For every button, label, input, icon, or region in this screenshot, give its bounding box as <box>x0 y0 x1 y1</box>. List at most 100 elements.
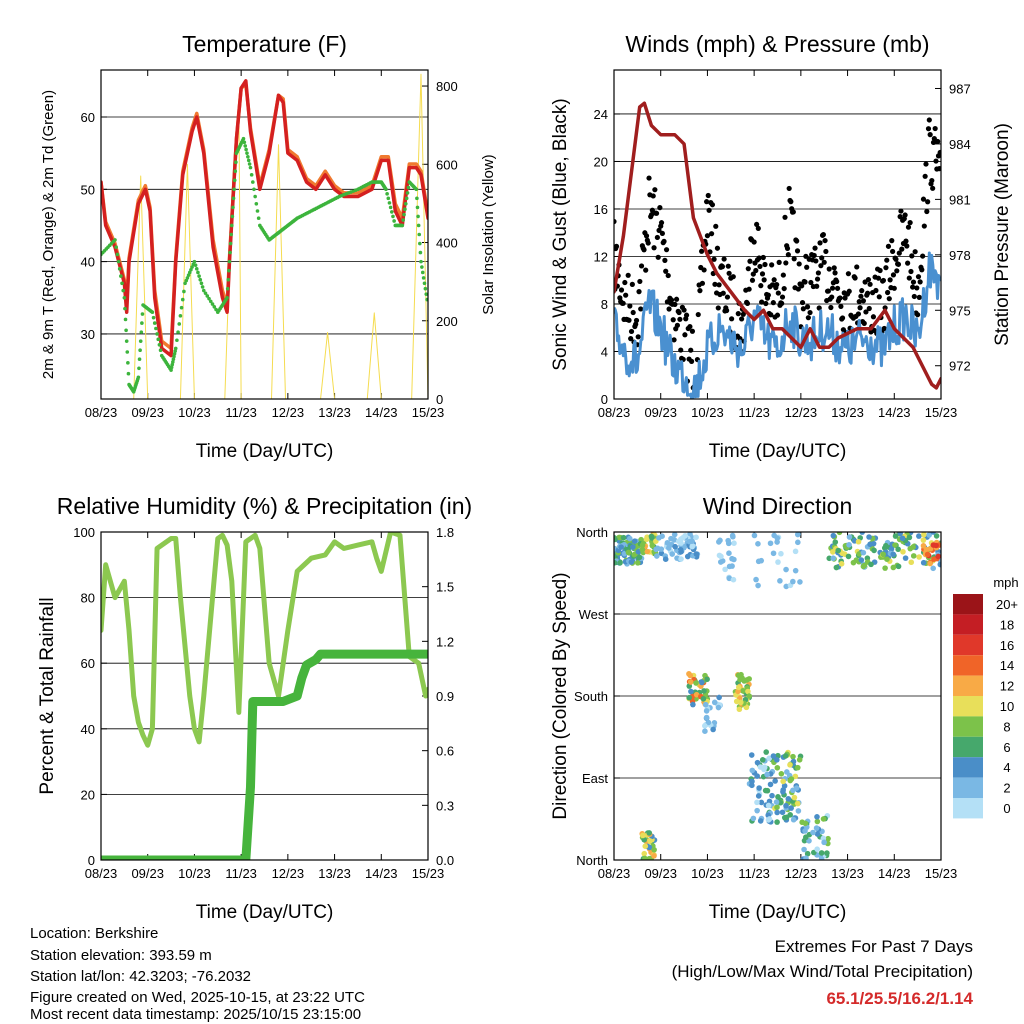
direction-point <box>920 559 927 566</box>
direction-point <box>906 534 913 541</box>
plot-frame <box>100 531 429 861</box>
direction-point <box>788 776 795 782</box>
series-gust-point <box>774 282 780 288</box>
series-2m-td-point <box>403 207 407 211</box>
y-tick-label: South <box>574 689 608 704</box>
series-gust-point <box>712 281 718 287</box>
series-gust-point <box>630 309 636 316</box>
series-gust-point <box>625 272 631 278</box>
direction-cluster <box>770 749 804 825</box>
legend-swatch <box>953 757 983 778</box>
series-2m-td-point <box>232 178 237 183</box>
series-gust-point <box>614 218 617 225</box>
series-2m-td-point <box>421 276 426 280</box>
series-gust-point <box>927 132 933 138</box>
direction-point <box>642 855 648 860</box>
series-2m-td-point <box>120 281 124 286</box>
series-gust-point <box>907 220 913 226</box>
series-2m-td-point <box>117 267 122 271</box>
series-gust-point <box>751 239 757 245</box>
direction-point <box>631 538 638 544</box>
direction-point <box>820 816 827 822</box>
direction-point <box>614 559 618 566</box>
series-gust-point <box>654 234 660 241</box>
chart-panel-4: Wind Direction Time (Day/UTC) Direction (C… <box>550 493 1019 923</box>
direction-point <box>783 802 789 809</box>
series-gust-point <box>744 300 751 307</box>
direction-point <box>634 560 641 566</box>
direction-point <box>868 561 874 568</box>
y-axis-label: Direction (Colored By Speed) <box>550 572 571 819</box>
series-gust-point <box>794 248 801 254</box>
direction-point <box>779 809 786 816</box>
series-2m-td-point <box>384 187 388 192</box>
series-gust-point <box>911 293 917 300</box>
series-gust-point <box>620 300 626 306</box>
series-gust-point <box>719 264 726 270</box>
direction-point <box>802 820 809 827</box>
direction-point <box>772 778 778 784</box>
series-gust-point <box>887 277 893 283</box>
series-gust-point <box>859 288 865 294</box>
direction-point <box>774 819 780 825</box>
series-gust-point <box>638 263 645 269</box>
direction-point <box>890 564 897 571</box>
y-tick-label: North <box>576 853 608 868</box>
series-gust-point <box>695 311 701 318</box>
legend-swatch <box>953 798 983 819</box>
series-gust-point <box>924 208 930 215</box>
series-2m-td-point <box>152 321 157 325</box>
direction-point <box>671 532 678 538</box>
series-gust-point <box>645 240 651 246</box>
series-gust-point <box>706 207 712 213</box>
series-gust-point <box>903 238 909 244</box>
series-2m-td-point <box>419 259 423 264</box>
series-gust-point <box>623 292 629 298</box>
series-2m-td-point <box>187 270 192 275</box>
series-gust-point <box>705 192 711 199</box>
series-2m-td-point <box>387 201 392 205</box>
series-gust-point <box>885 289 891 296</box>
series-2m-td-point <box>172 354 176 359</box>
series-gust-point <box>714 245 721 251</box>
y-tick-label: 8 <box>601 297 608 312</box>
y-tick-label: West <box>579 607 609 622</box>
direction-point <box>910 544 916 550</box>
series-2m-td-point <box>415 196 419 201</box>
direction-point <box>930 565 936 572</box>
direction-point <box>921 532 927 538</box>
series-gust-point <box>763 300 769 307</box>
y-axis-right-label: Solar Insolation (Yellow) <box>480 154 497 314</box>
series-gust-point <box>933 158 939 164</box>
direction-point <box>897 532 903 537</box>
direction-point <box>774 764 781 771</box>
series-2m-td-point <box>155 332 159 336</box>
direction-point <box>725 540 732 547</box>
direction-point <box>642 843 649 849</box>
direction-point <box>787 812 793 818</box>
legend-swatch <box>953 716 983 737</box>
series-2m-td-point <box>169 365 174 370</box>
y-axis-right-label: Station Pressure (Maroon) <box>992 123 1013 346</box>
direction-point <box>757 764 764 770</box>
extremes-title: Extremes For Past 7 Days <box>775 937 973 956</box>
direction-point <box>839 550 846 557</box>
series-2m-td-point <box>230 223 234 228</box>
direction-point <box>916 533 922 539</box>
series-2m-td-point <box>404 196 409 201</box>
series-gust-point <box>676 309 682 316</box>
series-gust-point <box>656 227 662 233</box>
series-gust-point <box>866 305 872 312</box>
extremes-subtitle: (High/Low/Max Wind/Total Precipitation) <box>672 962 973 981</box>
y-tick-label: 0 <box>601 392 608 407</box>
series-pressure <box>614 101 941 390</box>
series-gust-point <box>753 267 759 274</box>
series-gust-point <box>816 305 822 311</box>
y-axis-label: 2m & 9m T (Red, Orange) & 2m Td (Green) <box>40 90 57 379</box>
direction-point <box>791 794 798 801</box>
direction-point <box>749 778 755 785</box>
series-2m-td-point <box>194 267 199 271</box>
series-gust-point <box>912 249 918 255</box>
series-2m-td-point <box>172 352 177 356</box>
direction-point <box>814 814 820 820</box>
